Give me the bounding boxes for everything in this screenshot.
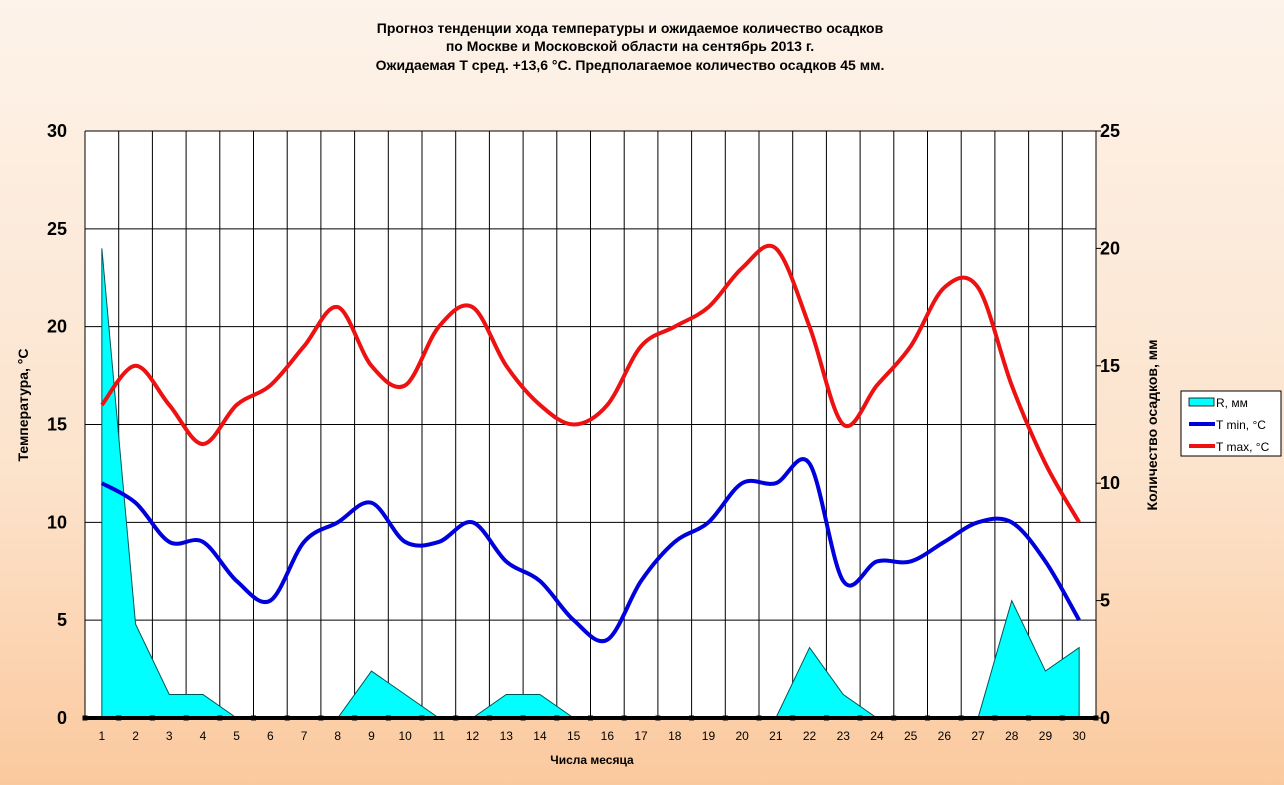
x-tick-label: 21 (769, 729, 783, 743)
x-tick (891, 715, 897, 721)
y2-axis-label: Количество осадков, мм (1144, 340, 1160, 511)
x-tick-label: 27 (971, 729, 985, 743)
x-tick (756, 715, 762, 721)
x-tick (588, 715, 593, 721)
x-tick (318, 715, 324, 721)
x-tick-label: 30 (1072, 729, 1086, 743)
x-tick-label: 5 (233, 729, 240, 743)
x-tick-label: 11 (433, 729, 446, 743)
y2-tick-label: 0 (1100, 708, 1110, 728)
x-tick-label: 20 (735, 729, 749, 743)
y2-tick-label: 10 (1100, 473, 1120, 493)
x-tick-label: 17 (634, 729, 648, 743)
x-tick-label: 9 (368, 729, 375, 743)
chart-title-line-2: по Москве и Московской области на сентяб… (446, 38, 814, 54)
legend-label-tmin: T min, °С (1216, 418, 1266, 432)
x-tick (284, 715, 290, 721)
legend: R, мм T min, °С T max, °С (1180, 390, 1282, 457)
x-tick-label: 1 (99, 729, 106, 743)
x-tick-label: 16 (601, 729, 615, 743)
x-tick-label: 23 (837, 729, 851, 743)
y-tick-label: 10 (47, 512, 67, 532)
x-tick (554, 715, 560, 721)
x-tick (1093, 715, 1099, 721)
y-tick-label: 20 (47, 317, 67, 337)
x-tick-label: 4 (200, 729, 207, 743)
x-tick-label: 10 (398, 729, 412, 743)
x-tick-label: 8 (334, 729, 341, 743)
x-tick (520, 715, 526, 721)
y2-tick-label: 25 (1100, 121, 1120, 141)
y2-tick-label: 20 (1100, 238, 1120, 258)
x-tick (925, 715, 930, 721)
x-tick (621, 715, 627, 721)
x-tick (1059, 715, 1065, 721)
y-tick-label: 25 (47, 219, 67, 239)
x-tick-label: 6 (267, 729, 274, 743)
y-tick-label: 5 (57, 610, 67, 630)
x-tick-label: 12 (466, 729, 480, 743)
x-tick (857, 715, 863, 721)
x-tick-label: 28 (1005, 729, 1019, 743)
chart-title-line-1: Прогноз тенденции хода температуры и ожи… (377, 20, 884, 36)
x-tick (486, 715, 492, 721)
x-tick (790, 715, 796, 721)
x-axis-label: Числа месяца (550, 753, 634, 767)
y-tick-label: 30 (47, 121, 67, 141)
x-tick (1026, 715, 1032, 721)
x-tick (82, 715, 88, 721)
chart-title-line-3: Ожидаемая Т сред. +13,6 °С. Предполагаем… (376, 57, 885, 73)
x-tick (251, 715, 256, 721)
y2-tick-label: 5 (1100, 591, 1110, 611)
x-tick-label: 3 (166, 729, 173, 743)
x-tick (149, 715, 155, 721)
x-tick (655, 715, 661, 721)
y2-tick-label: 15 (1100, 356, 1120, 376)
x-tick (689, 715, 695, 721)
x-tick (992, 715, 998, 721)
x-tick-label: 26 (938, 729, 952, 743)
x-tick-label: 2 (132, 729, 139, 743)
x-tick (116, 715, 122, 721)
x-tick (352, 715, 358, 721)
legend-swatch-rain (1188, 397, 1215, 407)
y-tick-label: 15 (47, 415, 67, 435)
x-tick-label: 14 (533, 729, 547, 743)
x-tick (823, 715, 829, 721)
legend-label-rain: R, мм (1216, 396, 1248, 410)
x-tick (419, 715, 425, 721)
x-tick (722, 715, 728, 721)
x-tick-label: 7 (301, 729, 308, 743)
x-tick-label: 13 (500, 729, 514, 743)
x-tick-label: 15 (567, 729, 581, 743)
x-tick-label: 29 (1039, 729, 1053, 743)
x-tick-label: 19 (702, 729, 716, 743)
y-tick-label: 0 (57, 708, 67, 728)
x-tick-label: 24 (870, 729, 884, 743)
x-tick-label: 25 (904, 729, 918, 743)
x-tick-label: 18 (668, 729, 682, 743)
x-tick-label: 22 (803, 729, 817, 743)
x-tick (217, 715, 223, 721)
x-tick (958, 715, 964, 721)
x-tick (385, 715, 391, 721)
y-axis-label: Температура, °С (15, 348, 31, 461)
x-tick (453, 715, 459, 721)
x-tick (183, 715, 189, 721)
legend-label-tmax: T max, °С (1216, 440, 1270, 454)
